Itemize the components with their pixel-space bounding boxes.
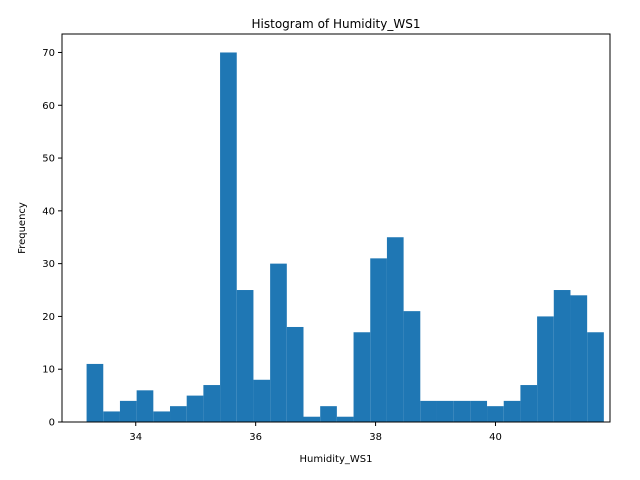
histogram-bar <box>320 406 337 422</box>
plot-frame <box>61 33 611 423</box>
x-tick-label: 36 <box>249 432 262 443</box>
x-ticks-group: 34 36 38 40 <box>129 422 502 443</box>
x-tick-label: 38 <box>369 432 382 443</box>
histogram-bar <box>353 332 371 422</box>
bars-group <box>86 52 604 422</box>
histogram-bar <box>570 295 588 422</box>
x-axis-label: Humidity_WS1 <box>300 454 373 465</box>
histogram-bar <box>170 406 187 422</box>
chart-title: Histogram of Humidity_WS1 <box>252 17 421 31</box>
y-tick-label: 50 <box>42 154 55 165</box>
histogram-bar <box>186 395 204 422</box>
y-tick-label: 0 <box>49 418 55 429</box>
y-tick-label: 40 <box>42 206 55 217</box>
histogram-bar <box>520 385 538 422</box>
histogram-bar <box>236 290 254 422</box>
y-tick-label: 10 <box>42 365 55 376</box>
histogram-bar <box>303 416 321 422</box>
histogram-bar <box>220 52 237 422</box>
histogram-bar <box>103 411 120 422</box>
y-ticks-group: 0 10 20 30 40 50 60 70 <box>42 48 62 429</box>
histogram-bar <box>136 390 154 422</box>
histogram-bar <box>436 400 454 422</box>
histogram-bar <box>119 400 137 422</box>
y-axis-label: Frequency <box>17 202 28 254</box>
histogram-bar <box>487 406 504 422</box>
histogram-bar <box>587 332 604 422</box>
y-tick-label: 60 <box>42 101 55 112</box>
histogram-bar <box>503 400 521 422</box>
histogram-bar <box>420 400 437 422</box>
histogram-bar <box>203 385 221 422</box>
histogram-bar <box>336 416 354 422</box>
histogram-bar <box>86 363 104 422</box>
histogram-bar <box>470 400 488 422</box>
y-tick-label: 70 <box>42 48 55 59</box>
y-tick-label: 30 <box>42 259 55 270</box>
histogram-bar <box>153 411 171 422</box>
histogram-bar <box>553 290 571 422</box>
histogram-bar <box>453 400 471 422</box>
histogram-bar <box>386 237 404 422</box>
histogram-bar <box>270 263 287 422</box>
histogram-bar <box>537 316 554 422</box>
histogram-bar <box>253 379 271 422</box>
x-tick-label: 34 <box>129 432 142 443</box>
histogram-bar <box>370 258 387 422</box>
histogram-bar <box>286 326 304 422</box>
y-tick-label: 20 <box>42 312 55 323</box>
histogram-bar <box>403 311 421 422</box>
x-tick-label: 40 <box>489 432 502 443</box>
